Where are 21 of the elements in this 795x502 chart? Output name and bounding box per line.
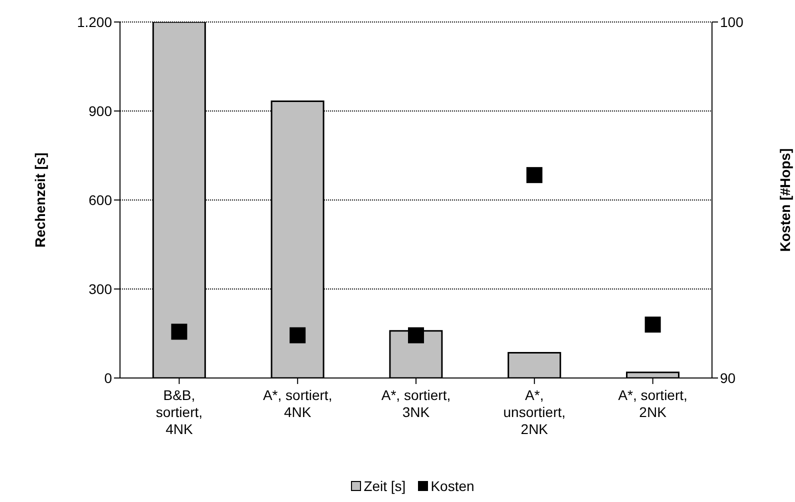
y-tick-label: 600 <box>88 192 112 208</box>
x-tick-label: A*, sortiert, 4NK <box>262 387 332 420</box>
y-tick-label: 300 <box>88 280 112 297</box>
point <box>644 316 661 333</box>
legend-label: Zeit [s] <box>362 478 406 494</box>
y-tick-label: 1.200 <box>76 14 112 30</box>
x-tick-label: A*, sortiert, 3NK <box>381 387 451 420</box>
legend-label: Kosten <box>430 478 474 494</box>
x-tick-label: A*, sortiert, 2NK <box>618 387 688 420</box>
y-tick-label: 900 <box>88 102 112 119</box>
y2-tick-label: 100 <box>720 14 744 30</box>
point <box>408 327 424 344</box>
point <box>290 327 306 344</box>
x-tick-label: A*, unsortiert, 2NK <box>503 387 566 437</box>
point <box>526 167 542 184</box>
y-axis-title: Rechenzeit [s] <box>32 152 48 248</box>
point <box>171 324 188 340</box>
x-tick-label: B&B, sortiert, 4NK <box>156 387 203 437</box>
y2-tick-label: 90 <box>720 370 736 386</box>
y-tick-label: 0 <box>104 370 112 386</box>
y2-axis-title: Kosten [#Hops] <box>776 148 793 252</box>
